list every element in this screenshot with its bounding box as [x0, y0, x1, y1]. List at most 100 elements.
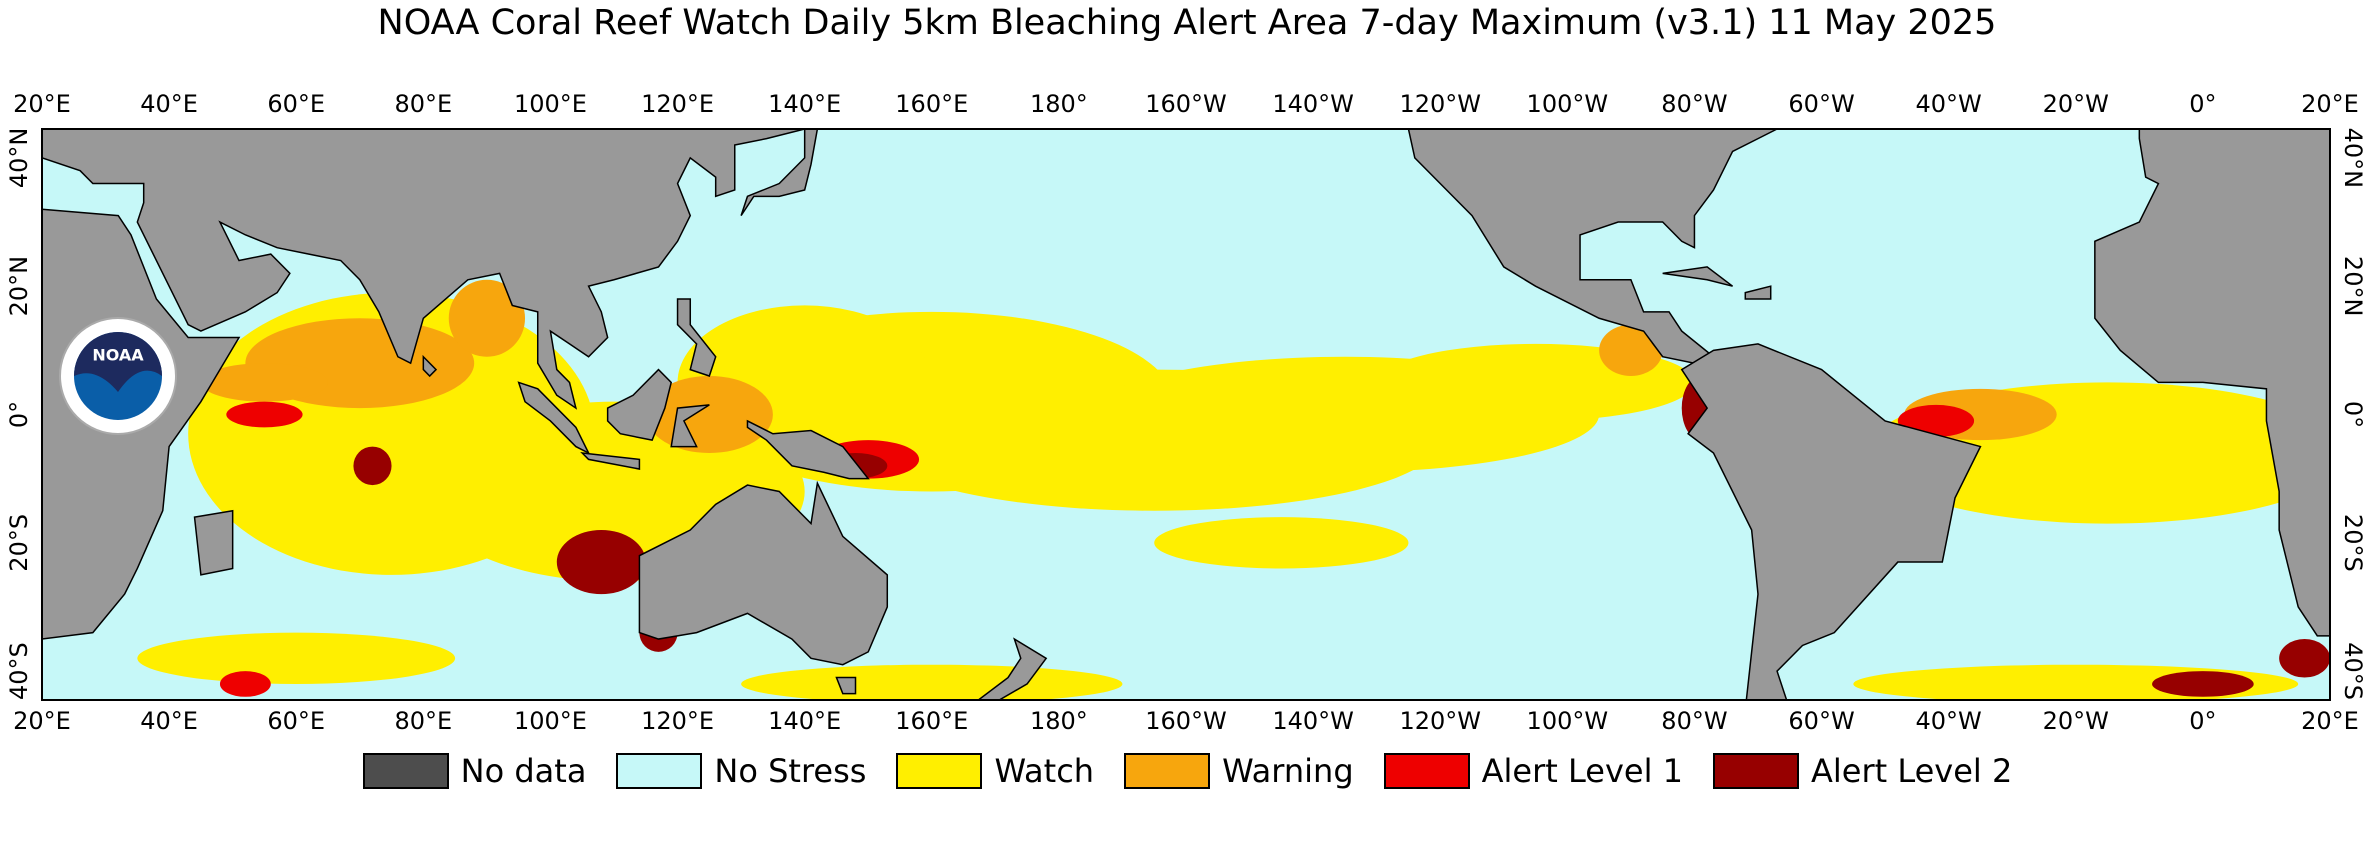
land — [835, 676, 857, 695]
legend-swatch — [1383, 753, 1470, 789]
land — [42, 129, 805, 410]
lon-label-bottom: 100°W — [1527, 707, 1609, 735]
land — [2094, 129, 2330, 637]
lon-label-bottom: 160°E — [895, 707, 968, 735]
legend-label: Watch — [994, 752, 1095, 790]
lon-label-bottom: 80°W — [1661, 707, 1727, 735]
land — [517, 381, 591, 455]
lat-label-left: 20°S — [5, 514, 33, 572]
land — [746, 419, 870, 480]
bleaching-area — [219, 671, 271, 697]
lon-label-bottom: 100°E — [514, 707, 587, 735]
map-frame — [41, 128, 2331, 701]
lon-label-top: 160°W — [1145, 90, 1227, 118]
lon-label-top: 40°W — [1916, 90, 1982, 118]
lon-label-top: 20°W — [2043, 90, 2109, 118]
lat-label-left: 20°N — [5, 256, 33, 317]
lon-label-bottom: 120°W — [1399, 707, 1481, 735]
legend-item: Warning — [1124, 752, 1354, 790]
legend-swatch — [1124, 753, 1211, 789]
lon-label-top: 80°W — [1661, 90, 1727, 118]
bleaching-area — [1154, 517, 1409, 569]
lat-label-left: 0° — [5, 401, 33, 428]
legend-swatch — [616, 753, 703, 789]
logo-text: NOAA — [92, 346, 144, 365]
title: NOAA Coral Reef Watch Daily 5km Bleachin… — [378, 3, 1997, 43]
legend-swatch — [1712, 753, 1799, 789]
lat-label-right: 20°N — [2339, 256, 2367, 317]
lon-label-top: 80°E — [394, 90, 452, 118]
land — [193, 509, 234, 576]
land — [977, 637, 1048, 700]
lon-label-top: 20°E — [2301, 90, 2359, 118]
lat-label-right: 40°N — [2339, 128, 2367, 189]
bleaching-area — [556, 529, 646, 595]
lon-label-bottom: 140°W — [1272, 707, 1354, 735]
legend-label: Warning — [1222, 752, 1354, 790]
lon-label-bottom: 120°E — [641, 707, 714, 735]
legend-label: Alert Level 1 — [1481, 752, 1683, 790]
lon-label-top: 120°E — [641, 90, 714, 118]
legend-item: No Stress — [616, 752, 866, 790]
lon-label-top: 0° — [2189, 90, 2216, 118]
lon-label-bottom: 160°W — [1145, 707, 1227, 735]
bleaching-area — [353, 446, 392, 486]
lon-label-bottom: 0° — [2189, 707, 2216, 735]
land — [670, 404, 710, 448]
lon-label-bottom: 40°W — [1916, 707, 1982, 735]
land — [740, 129, 819, 217]
lon-label-top: 20°E — [13, 90, 71, 118]
land — [1407, 129, 1778, 364]
lon-label-bottom: 20°W — [2043, 707, 2109, 735]
lon-label-bottom: 80°E — [394, 707, 452, 735]
noaa-logo: NOAA — [59, 317, 177, 435]
land — [606, 368, 673, 442]
lon-label-bottom: 60°W — [1788, 707, 1854, 735]
lat-label-left: 40°S — [5, 642, 33, 700]
bleaching-area — [200, 363, 328, 402]
land — [1744, 285, 1772, 300]
lon-label-bottom: 180° — [1030, 707, 1088, 735]
land — [422, 354, 438, 378]
lon-label-bottom: 60°E — [267, 707, 325, 735]
legend-swatch — [896, 753, 983, 789]
lon-label-top: 100°E — [514, 90, 587, 118]
land — [638, 480, 889, 666]
lat-label-right: 20°S — [2339, 514, 2367, 572]
lon-label-bottom: 20°E — [13, 707, 71, 735]
land — [676, 298, 717, 377]
bleaching-area — [226, 401, 303, 428]
bleaching-area — [448, 279, 526, 357]
bleaching-area — [1599, 324, 1663, 377]
lon-label-top: 180° — [1030, 90, 1088, 118]
lon-label-top: 60°E — [267, 90, 325, 118]
lon-label-top: 140°W — [1272, 90, 1354, 118]
land — [1680, 343, 1982, 700]
lon-label-bottom: 20°E — [2301, 707, 2359, 735]
lon-label-top: 120°W — [1399, 90, 1481, 118]
legend-swatch — [362, 753, 449, 789]
lat-label-left: 40°N — [5, 128, 33, 189]
bleaching-area — [741, 664, 1123, 700]
lon-label-top: 60°W — [1788, 90, 1854, 118]
map-layers — [42, 129, 2330, 700]
land — [1662, 266, 1734, 287]
map-figure: NOAA Coral Reef Watch Daily 5km Bleachin… — [5, 3, 2367, 735]
lon-label-top: 160°E — [895, 90, 968, 118]
legend-label: No data — [460, 752, 587, 790]
bleaching-area — [2152, 671, 2254, 697]
legend-item: Alert Level 1 — [1383, 752, 1683, 790]
lon-label-top: 140°E — [768, 90, 841, 118]
legend-label: No Stress — [714, 752, 867, 790]
lat-label-right: 40°S — [2339, 642, 2367, 700]
lon-label-bottom: 40°E — [140, 707, 198, 735]
legend: No data No Stress Watch Warning Alert Level … — [0, 752, 2375, 790]
lon-label-bottom: 140°E — [768, 707, 841, 735]
lat-label-right: 0° — [2339, 401, 2367, 428]
bleaching-area — [2279, 639, 2330, 678]
legend-item: No data — [362, 752, 587, 790]
bleaching-area — [137, 632, 456, 684]
lon-label-top: 40°E — [140, 90, 198, 118]
lon-label-top: 100°W — [1527, 90, 1609, 118]
